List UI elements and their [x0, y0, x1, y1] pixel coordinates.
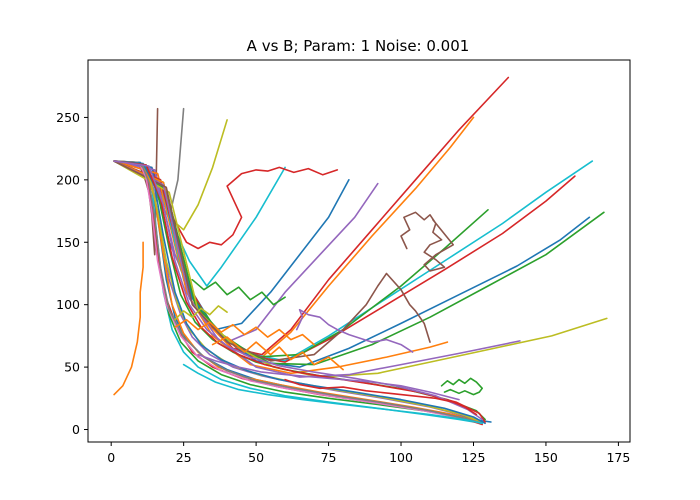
series-line-35 [197, 353, 460, 401]
series-line-18 [113, 160, 521, 378]
x-tick-label: 175 [606, 450, 630, 465]
y-tick-label: 250 [56, 110, 80, 125]
x-tick-label: 100 [389, 450, 413, 465]
chart-title: A vs B; Param: 1 Noise: 0.001 [247, 37, 470, 55]
x-axis: 0 25 50 75 100 125 150 175 [107, 442, 630, 465]
series-line-40 [174, 318, 315, 346]
y-tick-label: 0 [72, 422, 80, 437]
y-axis: 0 50 100 150 200 250 [56, 110, 88, 437]
series-layer [113, 76, 608, 426]
series-line-34 [182, 363, 483, 425]
series-line-20 [400, 211, 454, 272]
series-line-38 [284, 378, 478, 416]
x-tick-label: 25 [176, 450, 192, 465]
x-tick-label: 50 [248, 450, 264, 465]
series-line-36 [211, 336, 344, 371]
series-line-42 [174, 305, 228, 321]
series-line-41 [191, 278, 286, 306]
x-tick-label: 125 [462, 450, 486, 465]
y-tick-label: 50 [64, 360, 80, 375]
y-tick-label: 100 [56, 297, 80, 312]
x-tick-label: 0 [107, 450, 115, 465]
series-line-5 [113, 160, 339, 250]
series-line-33 [113, 160, 483, 421]
x-tick-label: 75 [321, 450, 337, 465]
y-tick-label: 150 [56, 235, 80, 250]
series-line-26 [113, 160, 483, 425]
y-tick-label: 200 [56, 172, 80, 187]
x-tick-label: 150 [534, 450, 558, 465]
series-line-37 [440, 377, 483, 396]
series-line-16 [113, 241, 144, 396]
plot-frame [87, 59, 631, 443]
series-line-19 [113, 160, 431, 362]
series-line-39 [295, 308, 414, 353]
